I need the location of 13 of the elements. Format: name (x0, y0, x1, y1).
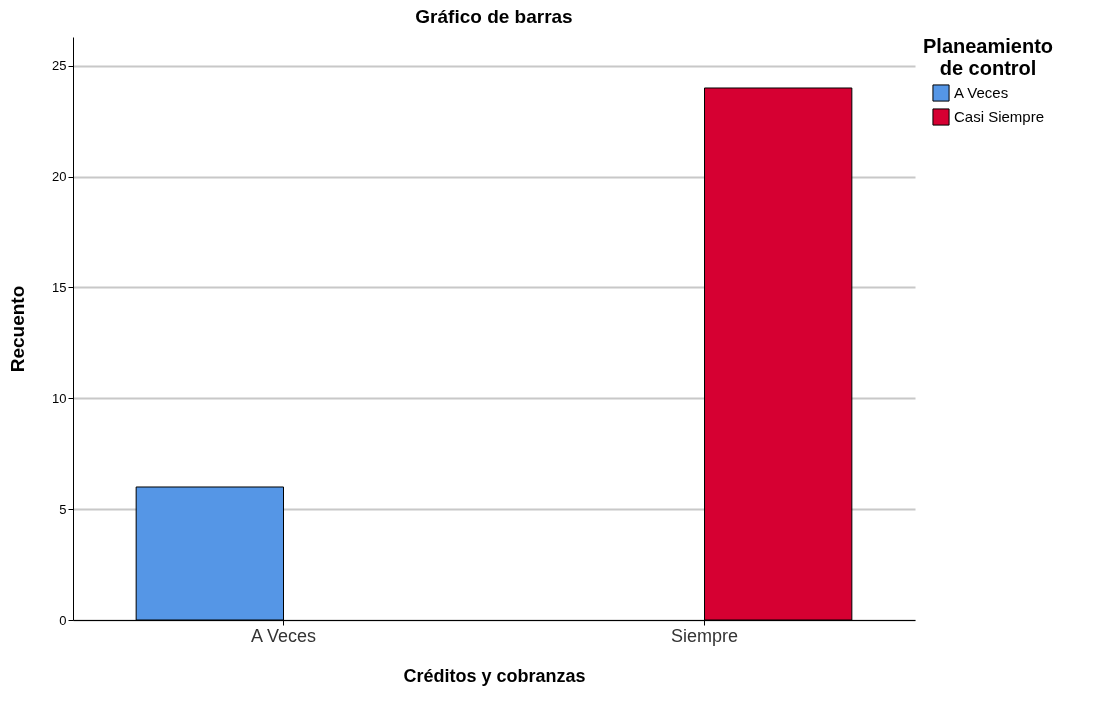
y-tick-label: 10 (52, 390, 67, 406)
y-tick-label: 15 (52, 279, 67, 295)
legend-label: Casi Siempre (954, 108, 1045, 125)
x-tick-label: Siempre (670, 625, 739, 646)
legend-title: Planeamiento de control (922, 35, 1054, 79)
y-axis-title: Recuento (7, 285, 29, 373)
y-tick-label: 5 (59, 501, 67, 517)
legend-label: A Veces (954, 84, 1009, 101)
y-tick-label: 0 (59, 612, 67, 628)
y-tick-label: 25 (52, 58, 67, 74)
y-tick-label: 20 (52, 169, 67, 185)
chart-title: Gráfico de barras (415, 6, 573, 27)
x-axis-title: Créditos y cobranzas (403, 665, 586, 686)
